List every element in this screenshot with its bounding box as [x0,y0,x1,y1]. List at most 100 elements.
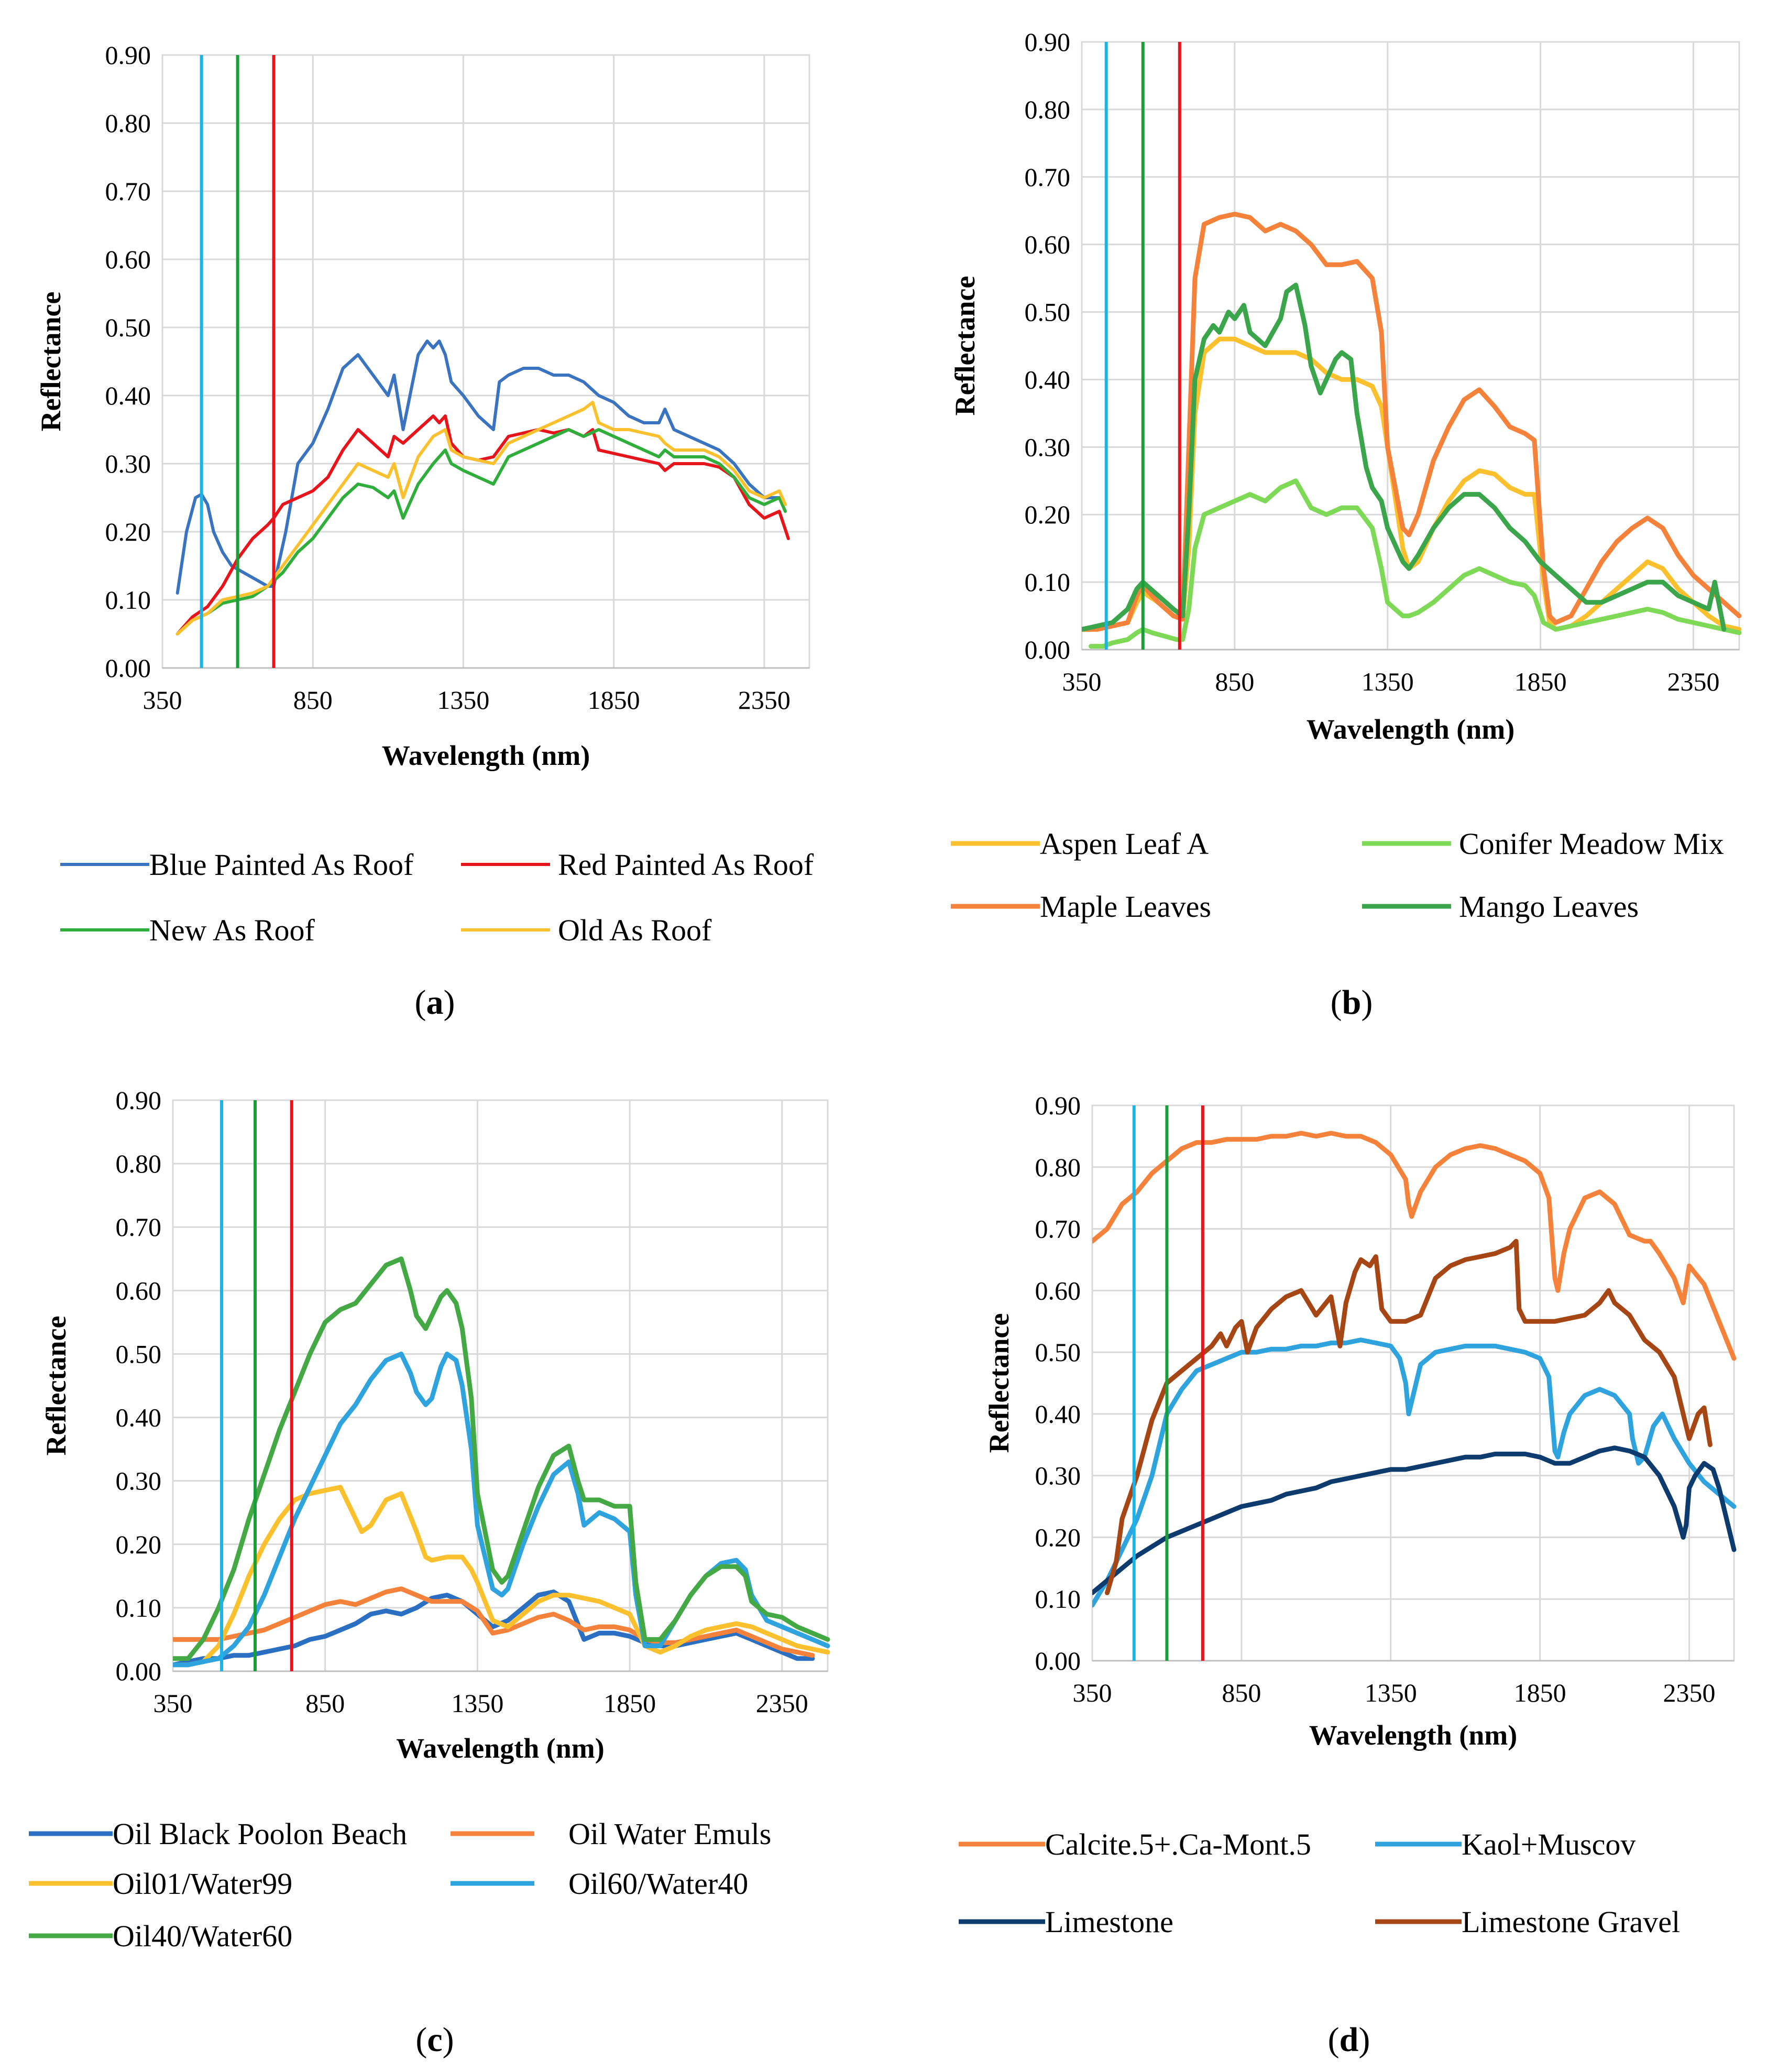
y-tick-label: 0.00 [1035,1646,1081,1675]
caption-letter: b [1342,983,1362,1022]
caption-letter: c [427,2021,442,2059]
legend-label: Blue Painted As Roof [149,848,414,882]
x-tick-label: 1350 [437,685,489,715]
legend-label: Limestone [1045,1905,1173,1939]
legend-label: Oil40/Water60 [113,1919,292,1953]
series-line-limestone [1092,1445,1737,1595]
x-axis-title: Wavelength (nm) [1307,714,1515,745]
y-tick-label: 0.60 [105,245,151,274]
x-tick-label: 1850 [603,1689,656,1718]
panel-caption: (d) [1328,2021,1370,2059]
y-tick-label: 0.50 [1035,1338,1081,1367]
y-axis-title: Reflectance [983,1313,1015,1453]
series-line-blue-painted-as-roof [175,339,787,595]
panel-a: 0.00 0.10 0.20 0.30 0.40 0.50 0.60 0.70 0.80 0.90… [35,40,814,1022]
y-tick-label: 0.50 [116,1339,162,1368]
y-tick-label: 0.70 [105,177,151,206]
x-tick-label: 850 [1215,667,1254,696]
series-line-oil40-water60 [173,1256,830,1661]
y-tick-label: 0.00 [1025,635,1071,664]
panel-caption: (b) [1331,983,1373,1022]
y-tick-label: 0.00 [116,1657,162,1686]
y-tick-label: 0.20 [1035,1522,1081,1552]
legend-label: Conifer Meadow Mix [1459,827,1724,861]
x-tick-label: 2350 [1663,1678,1716,1707]
caption-close: ) [1358,2021,1370,2059]
y-tick-label: 0.20 [105,517,151,546]
x-tick-label: 850 [293,685,333,715]
series-line-oil01-water99 [173,1485,830,1668]
y-tick-label: 0.80 [116,1149,162,1178]
legend-label: New As Roof [149,913,315,947]
series-line-new-as-roof [175,428,787,635]
y-tick-label: 0.60 [116,1276,162,1305]
y-tick-label: 0.80 [1025,95,1071,124]
legend-label: Oil01/Water99 [113,1867,292,1901]
y-tick-label: 0.10 [1035,1584,1081,1614]
series-line-kaol-muscov [1092,1338,1737,1608]
caption-open: ( [415,2021,427,2059]
caption-close: ) [1361,983,1373,1022]
y-tick-label: 0.30 [1035,1461,1081,1490]
y-tick-label: 0.20 [116,1530,162,1559]
series-line-calcite-5-ca-mont-5 [1092,1131,1737,1361]
y-tick-label: 0.90 [105,40,151,70]
y-tick-label: 0.30 [1025,432,1071,462]
y-tick-label: 0.90 [1025,27,1071,57]
legend-label: Kaol+Muscov [1462,1827,1636,1861]
x-axis-title: Wavelength (nm) [396,1733,605,1764]
x-tick-label: 350 [1073,1678,1112,1707]
legend-label: Red Painted As Roof [558,848,814,882]
y-tick-label: 0.00 [105,653,151,683]
x-tick-label: 1350 [451,1689,503,1718]
legend-label: Oil Black Poolon Beach [113,1817,407,1851]
y-tick-label: 0.30 [105,449,151,478]
caption-open: ( [1328,2021,1340,2059]
legend-label: Oil Water Emuls [568,1817,771,1851]
x-tick-label: 850 [305,1689,345,1718]
y-tick-label: 0.70 [1035,1214,1081,1244]
y-tick-label: 0.90 [116,1086,162,1115]
x-tick-label: 2350 [1667,667,1719,696]
plot-area [172,1099,829,1672]
caption-letter: a [426,983,444,1022]
legend-label: Mango Leaves [1459,890,1639,924]
y-tick-label: 0.50 [105,313,151,342]
y-tick-label: 0.50 [1025,298,1071,327]
caption-open: ( [1331,983,1342,1022]
x-axis-title: Wavelength (nm) [1309,1719,1518,1751]
legend-label: Old As Roof [558,913,712,947]
x-tick-label: 2350 [756,1689,808,1718]
y-tick-label: 0.80 [105,108,151,138]
x-tick-label: 1850 [1514,1678,1566,1707]
caption-close: ) [444,983,455,1022]
plot-area [161,54,810,669]
y-tick-label: 0.10 [116,1593,162,1622]
caption-letter: d [1340,2021,1359,2059]
y-tick-label: 0.90 [1035,1091,1081,1120]
x-tick-label: 1850 [588,685,640,715]
x-axis-title: Wavelength (nm) [382,740,590,771]
legend-label: Oil60/Water40 [568,1867,748,1901]
y-tick-label: 0.70 [1025,162,1071,192]
series-line-old-as-roof [175,401,787,635]
y-tick-label: 0.30 [116,1466,162,1496]
x-tick-label: 850 [1222,1678,1261,1707]
y-tick-label: 0.70 [116,1212,162,1242]
y-tick-label: 0.80 [1035,1153,1081,1182]
legend-label: Limestone Gravel [1462,1905,1680,1939]
x-tick-label: 1850 [1514,667,1567,696]
series-line-mango-leaves [1082,282,1727,632]
panel-caption: (a) [415,983,455,1022]
y-tick-label: 0.40 [1025,365,1071,394]
panel-caption: (c) [415,2021,454,2059]
caption-close: ) [443,2021,454,2059]
x-tick-label: 350 [153,1689,193,1718]
x-tick-label: 350 [1062,667,1102,696]
y-tick-label: 0.20 [1025,500,1071,529]
caption-open: ( [415,983,426,1022]
x-tick-label: 2350 [738,685,791,715]
panel-c: 0.00 0.10 0.20 0.30 0.40 0.50 0.60 0.70 0.80 0.90… [29,1086,830,2059]
y-axis-title: Reflectance [949,276,981,416]
